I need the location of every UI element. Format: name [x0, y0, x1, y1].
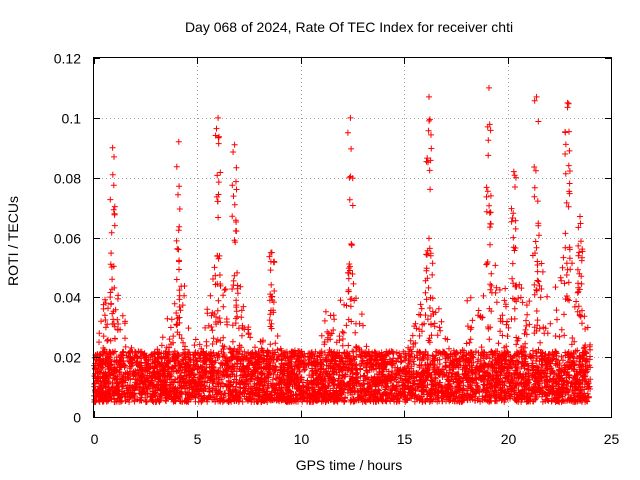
x-tick-label: 20 [501, 431, 517, 447]
peak-point [485, 84, 492, 91]
axis-ticks: 0 0.02 0.04 0.06 0.08 0.1 0.12 0 5 10 15 20 25 [54, 51, 620, 448]
plot-frame [93, 57, 612, 418]
peak-point [347, 114, 354, 121]
x-tick-label: 10 [294, 431, 310, 447]
peak-point [215, 114, 222, 121]
peak-point [175, 138, 182, 145]
y-tick-label: 0.08 [54, 171, 81, 187]
y-axis-label: ROTI / TECUs [5, 196, 21, 286]
x-tick-label: 0 [91, 431, 99, 447]
peak-point [510, 168, 517, 175]
y-tick-label: 0.06 [54, 231, 81, 247]
peak-point [231, 141, 238, 148]
chart-title: Day 068 of 2024, Rate Of TEC Index for r… [185, 19, 513, 35]
y-tick-label: 0 [73, 410, 81, 426]
x-tick-label: 25 [604, 431, 620, 447]
y-tick-label: 0.1 [62, 111, 82, 127]
x-tick-label: 15 [397, 431, 413, 447]
data-points [91, 84, 594, 405]
y-tick-label: 0.12 [54, 51, 81, 67]
peak-point [564, 99, 571, 106]
peak-point [533, 93, 540, 100]
peak-point [268, 249, 275, 256]
x-tick-label: 5 [194, 431, 202, 447]
y-tick-label: 0.04 [54, 290, 81, 306]
peak-point [576, 213, 583, 220]
scatter-cloud [91, 97, 594, 405]
x-axis-label: GPS time / hours [296, 457, 403, 473]
peak-point [109, 144, 116, 151]
peak-point [426, 93, 433, 100]
y-tick-label: 0.02 [54, 350, 81, 366]
